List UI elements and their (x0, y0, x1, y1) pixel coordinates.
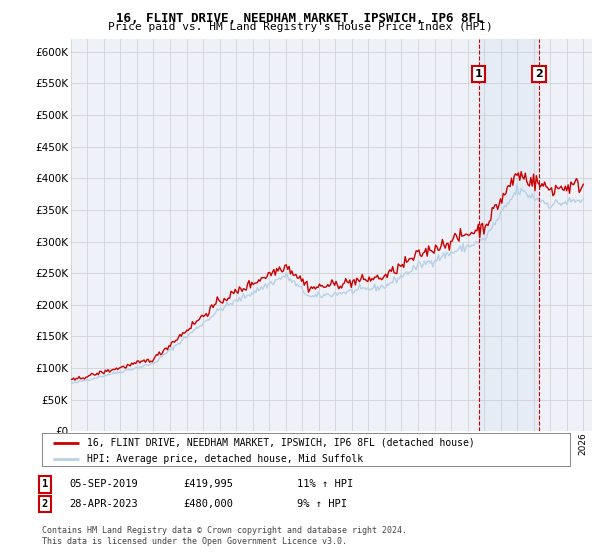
Text: Contains HM Land Registry data © Crown copyright and database right 2024.
This d: Contains HM Land Registry data © Crown c… (42, 526, 407, 546)
Text: £480,000: £480,000 (183, 499, 233, 509)
Text: 2: 2 (535, 69, 543, 79)
Text: HPI: Average price, detached house, Mid Suffolk: HPI: Average price, detached house, Mid … (87, 454, 363, 464)
Text: 1: 1 (475, 69, 482, 79)
Text: 2: 2 (42, 499, 48, 509)
Text: £419,995: £419,995 (183, 479, 233, 489)
Text: 28-APR-2023: 28-APR-2023 (69, 499, 138, 509)
Text: 9% ↑ HPI: 9% ↑ HPI (297, 499, 347, 509)
Bar (479, 39, 539, 431)
Text: 1: 1 (42, 479, 48, 489)
Text: 05-SEP-2019: 05-SEP-2019 (69, 479, 138, 489)
Text: 16, FLINT DRIVE, NEEDHAM MARKET, IPSWICH, IP6 8FL (detached house): 16, FLINT DRIVE, NEEDHAM MARKET, IPSWICH… (87, 437, 475, 447)
Text: 11% ↑ HPI: 11% ↑ HPI (297, 479, 353, 489)
Text: Price paid vs. HM Land Registry's House Price Index (HPI): Price paid vs. HM Land Registry's House … (107, 22, 493, 32)
Text: 16, FLINT DRIVE, NEEDHAM MARKET, IPSWICH, IP6 8FL: 16, FLINT DRIVE, NEEDHAM MARKET, IPSWICH… (116, 12, 484, 25)
